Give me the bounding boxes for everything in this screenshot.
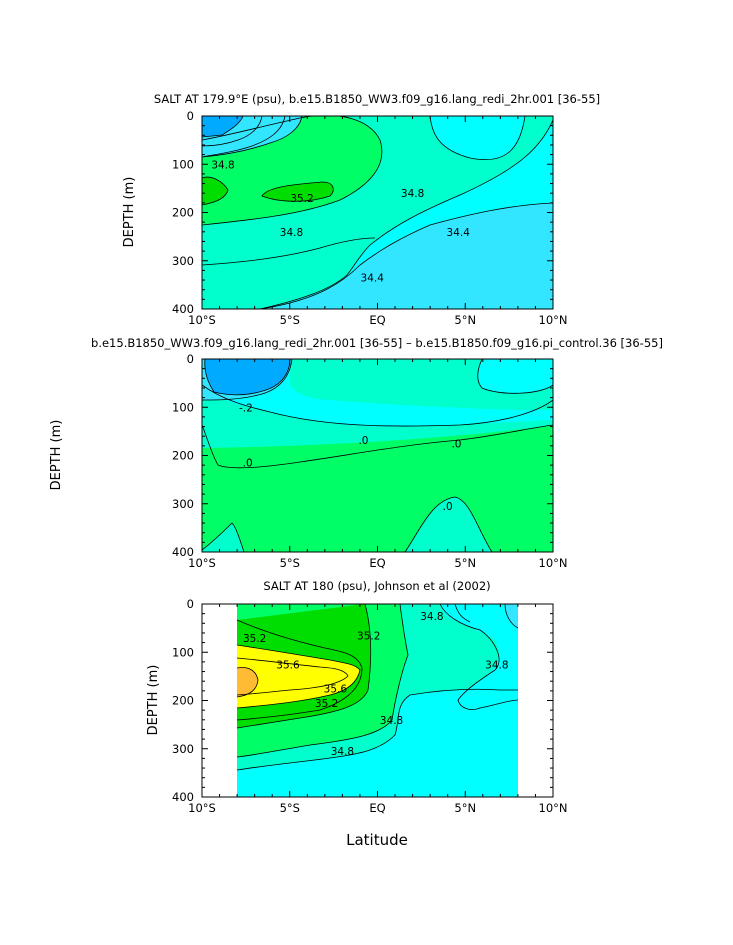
panel-1-fill — [202, 116, 553, 309]
contour-label: 34.8 — [331, 746, 354, 758]
x-tick-label: 5°S — [280, 556, 300, 570]
panel-1-fill-freshest — [202, 116, 243, 137]
panel-3-isolines — [236, 604, 519, 771]
contour-label: 35.2 — [357, 630, 380, 642]
x-axis-label: Latitude — [346, 831, 408, 849]
panel-1-title: SALT AT 179.9°E (psu), b.e15.B1850_WW3.f… — [154, 92, 600, 106]
contour-label: .0 — [243, 458, 253, 470]
panel-2-fill-most-negative — [204, 359, 290, 395]
panel-2-ticks: 10°S 5°S EQ 5°N 10°N 0 100 200 300 400 — [172, 352, 567, 570]
panel-1: SALT AT 179.9°E (psu), b.e15.B1850_WW3.f… — [122, 92, 600, 327]
panel-2-fill-bump — [405, 497, 492, 552]
y-tick-label: 200 — [172, 206, 194, 220]
contour-label: 34.8 — [401, 188, 424, 200]
contour-label: 34.8 — [380, 715, 403, 727]
contour-label: 35.6 — [276, 659, 300, 671]
y-tick-label: 400 — [172, 302, 194, 316]
x-tick-label: EQ — [369, 801, 385, 815]
contour-label: -.2 — [239, 402, 253, 414]
y-tick-label: 400 — [172, 545, 194, 559]
panel-1-contour-labels: 34.8 35.2 34.8 34.8 34.4 34.4 — [211, 159, 471, 285]
contour-label: 34.4 — [361, 273, 385, 285]
panel-3-title: SALT AT 180 (psu), Johnson et al (2002) — [263, 579, 490, 593]
y-tick-label: 100 — [172, 645, 194, 659]
panel-2-ylabel: DEPTH (m) — [49, 420, 64, 491]
panel-3-fill-freshest-corner — [505, 604, 518, 628]
y-tick-label: 0 — [187, 109, 194, 123]
panel-3-ylabel: DEPTH (m) — [146, 665, 161, 736]
panel-3-contour-labels: 35.2 35.6 35.2 34.8 34.8 35.6 35.2 34.8 34.8 — [243, 611, 509, 758]
contour-label: 34.8 — [420, 611, 443, 623]
panel-3: SALT AT 180 (psu), Johnson et al (2002) … — [146, 579, 568, 815]
contour-label: 34.4 — [447, 227, 471, 239]
contour-label: 35.2 — [315, 698, 338, 710]
x-tick-label: 5°S — [280, 313, 300, 327]
y-tick-label: 0 — [187, 352, 194, 366]
y-tick-label: 200 — [172, 694, 194, 708]
contour-label: 35.2 — [290, 193, 313, 205]
panel-2-isolines — [202, 359, 553, 552]
panel-2-contour-labels: -.2 .0 .0 .0 .0 — [239, 402, 462, 513]
panel-3-fill-fresh-upper — [440, 604, 518, 710]
y-tick-label: 300 — [172, 742, 194, 756]
contour-label: 34.8 — [280, 227, 303, 239]
contour-label: 34.8 — [211, 159, 234, 171]
contour-label: 34.8 — [485, 659, 508, 671]
x-tick-label: EQ — [369, 556, 385, 570]
panel-3-fill-fresh-deep — [237, 689, 518, 797]
y-tick-label: 300 — [172, 254, 194, 268]
panel-1-isolines — [202, 116, 553, 309]
y-tick-label: 400 — [172, 790, 194, 804]
y-tick-label: 300 — [172, 497, 194, 511]
panel-2-fill-corner — [202, 523, 244, 552]
x-tick-label: 10°S — [188, 556, 216, 570]
y-tick-label: 100 — [172, 400, 194, 414]
x-tick-label: 5°N — [454, 556, 476, 570]
x-tick-label: 10°N — [539, 801, 568, 815]
x-tick-label: 10°S — [188, 801, 216, 815]
panel-3-ticks: 10°S 5°S EQ 5°N 10°N 0 100 200 300 400 — [172, 597, 567, 815]
contour-label: .0 — [358, 435, 368, 447]
x-tick-label: 10°N — [539, 556, 568, 570]
y-tick-label: 0 — [187, 597, 194, 611]
x-tick-label: 10°N — [539, 313, 568, 327]
x-tick-label: 10°S — [188, 313, 216, 327]
panel-2-fill-fresh — [202, 359, 553, 428]
x-tick-label: 5°N — [454, 313, 476, 327]
contour-label: 35.6 — [324, 683, 348, 695]
contour-label: .0 — [451, 438, 461, 450]
panel-1-ticks: 10°S 5°S EQ 5°N 10°N 0 100 200 300 400 — [172, 109, 567, 327]
contour-label: .0 — [443, 501, 453, 513]
y-tick-label: 100 — [172, 157, 194, 171]
panel-3-fill-max — [237, 667, 258, 697]
panel-1-fill-low-deep — [260, 203, 553, 309]
panel-2: b.e15.B1850_WW3.f09_g16.lang_redi_2hr.00… — [49, 336, 663, 570]
panel-2-title: b.e15.B1850_WW3.f09_g16.lang_redi_2hr.00… — [91, 336, 663, 350]
x-tick-label: 5°N — [454, 801, 476, 815]
panel-3-fill — [237, 604, 518, 797]
panel-1-ylabel: DEPTH (m) — [122, 177, 137, 248]
x-tick-label: 5°S — [280, 801, 300, 815]
x-tick-label: EQ — [369, 313, 385, 327]
panel-2-fill — [202, 359, 553, 552]
contour-label: 35.2 — [243, 633, 266, 645]
y-tick-label: 200 — [172, 449, 194, 463]
